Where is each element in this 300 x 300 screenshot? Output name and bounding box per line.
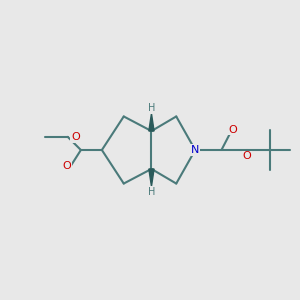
Text: O: O <box>229 124 238 135</box>
Text: O: O <box>63 161 71 171</box>
Text: H: H <box>148 187 155 197</box>
Text: O: O <box>243 152 251 161</box>
Text: O: O <box>71 132 80 142</box>
Text: N: N <box>191 145 200 155</box>
Polygon shape <box>149 113 154 131</box>
Text: H: H <box>148 103 155 113</box>
Polygon shape <box>149 169 154 187</box>
